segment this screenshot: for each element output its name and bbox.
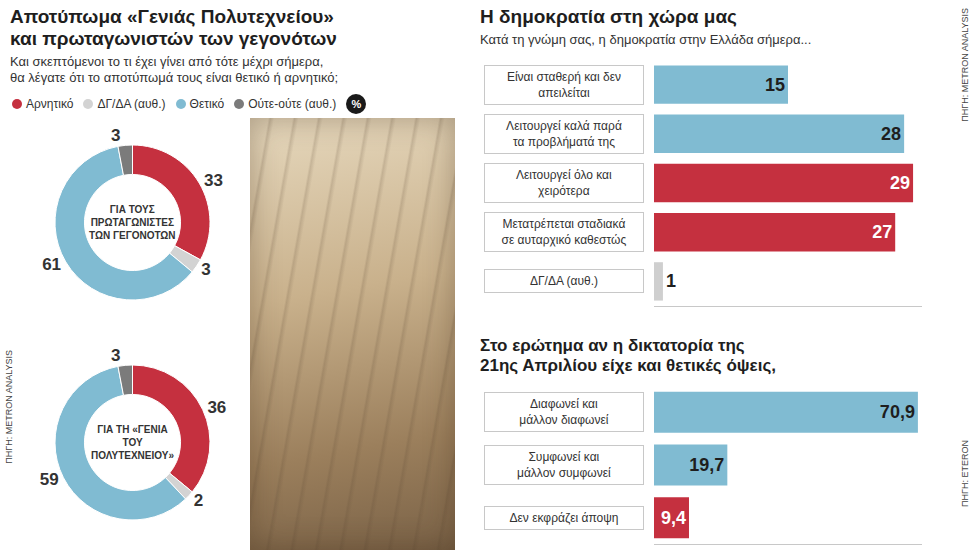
svg-text:ΓΙΑ ΤΟΥΣΠΡΩΤΑΓΩΝΙΣΤΕΣΤΩΝ ΓΕΓΟΝ: ΓΙΑ ΤΟΥΣΠΡΩΤΑΓΩΝΙΣΤΕΣΤΩΝ ΓΕΓΟΝΟΤΩΝ [89, 204, 176, 241]
html-text:ΠΗΓΗ: METRON ANALYSIS: ΠΗΓΗ: METRON ANALYSIS [4, 350, 14, 464]
html-text:ΔΓ/ΔΑ (αυθ.): ΔΓ/ΔΑ (αυθ.) [97, 97, 166, 111]
svg-text:Διαφωνεί καιμάλλον διαφωνεί: Διαφωνεί καιμάλλον διαφωνεί [519, 397, 608, 427]
svg-text:ΓΙΑ ΤΗ «ΓΕΝΙΑΤΟΥΠΟΛΥΤΕΧΝΕΙΟΥ»: ΓΙΑ ΤΗ «ΓΕΝΙΑΤΟΥΠΟΛΥΤΕΧΝΕΙΟΥ» [91, 424, 174, 461]
html-text:Αποτύπωμα «Γενιάς Πολυτεχνείου: Αποτύπωμα «Γενιάς Πολυτεχνείου» [10, 6, 334, 27]
html-text:Ούτε-ούτε (αυθ.): Ούτε-ούτε (αυθ.) [248, 97, 337, 111]
svg-text:ΔΓ/ΔΑ (αυθ.): ΔΓ/ΔΑ (αυθ.) [530, 274, 598, 288]
svg-text:59: 59 [40, 470, 59, 489]
html-text:θα λέγατε ότι το αποτύπωμά του: θα λέγατε ότι το αποτύπωμά τους είναι θε… [10, 70, 339, 85]
svg-text:3: 3 [111, 346, 120, 365]
html-text:Κατά τη γνώμη σας, η δημοκρατί: Κατά τη γνώμη σας, η δημοκρατία στην Ελλ… [480, 32, 812, 47]
svg-text:33: 33 [204, 171, 223, 190]
html-text:ΠΗΓΗ: ETERON: ΠΗΓΗ: ETERON [960, 440, 970, 507]
html-text:Αρνητικό: Αρνητικό [26, 97, 74, 111]
svg-text:Μετατρέπεται σταδιακάσε αυταρχ: Μετατρέπεται σταδιακάσε αυταρχικό καθεστ… [502, 217, 627, 247]
svg-text:Συμφωνεί καιμάλλον συμφωνεί: Συμφωνεί καιμάλλον συμφωνεί [517, 450, 611, 480]
html-text:21ης Απριλίου είχε και θετικές: 21ης Απριλίου είχε και θετικές όψεις, [480, 356, 776, 375]
svg-text:Λειτουργεί όλο καιχειρότερα: Λειτουργεί όλο καιχειρότερα [516, 168, 612, 198]
svg-text:28: 28 [881, 124, 901, 144]
svg-text:70,9: 70,9 [880, 402, 915, 422]
svg-text:3: 3 [111, 126, 120, 145]
svg-text:2: 2 [194, 491, 203, 510]
html-text:Στο ερώτημα αν η δικτατορία τη: Στο ερώτημα αν η δικτατορία της [480, 336, 745, 355]
html-text:Και σκεπτόμενοι το τι έχει γίν: Και σκεπτόμενοι το τι έχει γίνει από τότ… [10, 54, 324, 69]
svg-text:36: 36 [207, 398, 226, 417]
svg-text:Δεν εκφράζει άποψη: Δεν εκφράζει άποψη [509, 511, 618, 525]
html-text:ΠΗΓΗ: METRON ANALYSIS: ΠΗΓΗ: METRON ANALYSIS [960, 8, 970, 122]
svg-text:3: 3 [201, 260, 210, 279]
svg-text:27: 27 [872, 222, 892, 242]
html-text:Θετικό: Θετικό [189, 97, 225, 111]
svg-text:29: 29 [890, 173, 910, 193]
html-text:και πρωταγωνιστών των γεγονότω: και πρωταγωνιστών των γεγονότων [10, 28, 337, 49]
svg-text:Λειτουργεί καλά παράτα προβλήμ: Λειτουργεί καλά παράτα προβλήματά της [506, 119, 622, 149]
svg-text:9,4: 9,4 [661, 508, 686, 528]
svg-text:Είναι σταθερή και δεναπειλείτα: Είναι σταθερή και δεναπειλείται [507, 70, 621, 100]
svg-text:61: 61 [42, 255, 61, 274]
svg-text:15: 15 [765, 75, 785, 95]
svg-text:1: 1 [666, 271, 676, 291]
html-text:Η δημοκρατία στη χώρα μας: Η δημοκρατία στη χώρα μας [480, 6, 737, 27]
svg-text:19,7: 19,7 [689, 455, 724, 475]
